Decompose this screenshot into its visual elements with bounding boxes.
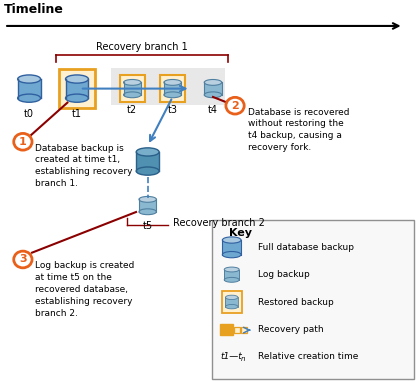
Text: Log backup is created
at time t5 on the
recovered database,
establishing recover: Log backup is created at time t5 on the … [35, 261, 135, 318]
Circle shape [14, 251, 32, 268]
Ellipse shape [124, 80, 141, 85]
Text: Recovery branch 2: Recovery branch 2 [173, 218, 265, 228]
Text: Timeline: Timeline [4, 3, 64, 16]
FancyBboxPatch shape [139, 199, 156, 212]
Text: Database backup is
created at time t1,
establishing recovery
branch 1.: Database backup is created at time t1, e… [35, 144, 133, 188]
FancyBboxPatch shape [124, 82, 141, 95]
Ellipse shape [225, 295, 238, 299]
FancyBboxPatch shape [212, 219, 414, 379]
Text: 2: 2 [231, 101, 239, 111]
Ellipse shape [17, 75, 40, 83]
Text: Full database backup: Full database backup [258, 243, 354, 252]
Text: t3: t3 [168, 104, 178, 115]
Text: t4: t4 [208, 104, 218, 115]
Text: Restored backup: Restored backup [258, 298, 334, 307]
Text: t1—t: t1—t [220, 352, 242, 361]
FancyBboxPatch shape [18, 79, 40, 98]
FancyBboxPatch shape [222, 291, 242, 313]
Ellipse shape [164, 80, 181, 85]
Text: Relative creation time: Relative creation time [258, 352, 358, 361]
Text: t0: t0 [24, 109, 34, 120]
Text: t2: t2 [127, 104, 137, 115]
FancyBboxPatch shape [225, 297, 238, 307]
FancyBboxPatch shape [111, 69, 225, 104]
Text: Recovery branch 1: Recovery branch 1 [96, 42, 188, 52]
Ellipse shape [164, 92, 181, 98]
Text: Key: Key [229, 228, 252, 239]
Text: t1: t1 [72, 109, 82, 120]
Text: n: n [241, 355, 245, 362]
Ellipse shape [124, 92, 141, 98]
Ellipse shape [17, 94, 40, 102]
Ellipse shape [65, 75, 88, 83]
FancyBboxPatch shape [136, 152, 159, 171]
Circle shape [226, 97, 244, 114]
Ellipse shape [223, 251, 241, 258]
FancyBboxPatch shape [204, 82, 222, 95]
FancyBboxPatch shape [224, 269, 239, 280]
FancyBboxPatch shape [241, 327, 247, 333]
Ellipse shape [204, 92, 222, 98]
FancyBboxPatch shape [160, 75, 185, 102]
FancyBboxPatch shape [59, 69, 95, 108]
Ellipse shape [65, 94, 88, 102]
Ellipse shape [225, 304, 238, 309]
Ellipse shape [139, 209, 156, 215]
FancyBboxPatch shape [66, 79, 88, 98]
Text: Recovery path: Recovery path [258, 325, 324, 334]
Ellipse shape [139, 197, 156, 202]
FancyBboxPatch shape [223, 240, 241, 255]
Text: 3: 3 [19, 255, 27, 264]
Ellipse shape [224, 277, 239, 282]
Text: t5: t5 [143, 221, 153, 231]
Ellipse shape [136, 148, 159, 156]
Ellipse shape [224, 267, 239, 272]
Ellipse shape [204, 80, 222, 85]
FancyBboxPatch shape [164, 82, 181, 95]
Ellipse shape [136, 167, 159, 175]
FancyBboxPatch shape [220, 324, 233, 335]
Text: Log backup: Log backup [258, 270, 310, 279]
FancyBboxPatch shape [120, 75, 145, 102]
FancyBboxPatch shape [234, 327, 240, 333]
Text: 1: 1 [19, 137, 27, 147]
Circle shape [14, 133, 32, 150]
Text: Database is recovered
without restoring the
t4 backup, causing a
recovery fork.: Database is recovered without restoring … [248, 107, 349, 152]
Ellipse shape [223, 237, 241, 243]
